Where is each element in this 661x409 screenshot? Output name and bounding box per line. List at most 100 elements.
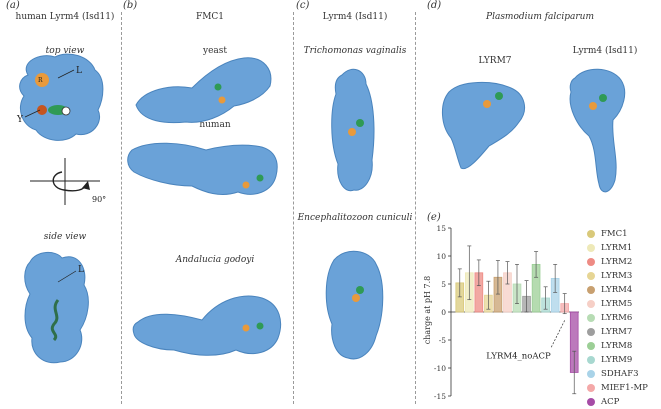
legend-item-acp: ACP xyxy=(587,395,661,409)
legend-label: FMC1 xyxy=(601,229,628,239)
charge-bar-chart: charge at pH 7.8 15 10 5 0 -5 -10 -15 LYRM4_noA… xyxy=(423,224,579,401)
residue-y xyxy=(37,105,47,115)
panel-c-enceph-label: Encephalitozoon cuniculi xyxy=(297,213,413,223)
residue-white xyxy=(61,106,71,116)
legend-swatch xyxy=(587,384,595,392)
legend-item-mief1-mp: MIEF1-MP xyxy=(587,381,661,395)
residue-orange-yeast xyxy=(218,96,226,104)
protein-surface-yeast xyxy=(135,57,272,124)
panel-a-letter: (a) xyxy=(6,0,20,11)
panel-d-lyrm4-label: Lyrm4 (Isd11) xyxy=(572,46,638,56)
residue-green-andalucia xyxy=(256,322,264,330)
legend-swatch xyxy=(587,328,595,336)
residue-r xyxy=(35,73,49,87)
residue-green-yeast xyxy=(214,83,222,91)
panel-b-title: FMC1 xyxy=(195,12,225,22)
legend-swatch xyxy=(587,230,595,238)
legend-swatch xyxy=(587,286,595,294)
panel-b-human-label: human xyxy=(199,120,231,130)
legend-swatch xyxy=(587,300,595,308)
legend-item-lyrm7: LYRM7 xyxy=(587,325,661,339)
rotation-label: 90° xyxy=(92,195,106,204)
protein-surface-top-view xyxy=(19,53,104,141)
protein-surface-lyrm7 xyxy=(442,81,526,170)
panel-d-structures xyxy=(442,68,626,193)
legend-item-lyrm6: LYRM6 xyxy=(587,311,661,325)
panel-c-structures xyxy=(325,68,384,360)
y-tick-label: 0 xyxy=(441,308,446,317)
chart-legend: FMC1 LYRM1 LYRM2 LYRM3 LYRM4 LYRM5 LYRM6 LYRM7 L… xyxy=(587,227,661,409)
legend-label: MIEF1-MP xyxy=(601,383,648,393)
panel-c-trich-label: Trichomonas vaginalis xyxy=(303,46,407,56)
protein-surface-lyrm4 xyxy=(569,68,626,193)
panel-b-andalucia-label: Andalucia godoyi xyxy=(175,255,255,265)
residue-green-human xyxy=(256,174,264,182)
legend-label: LYRM8 xyxy=(601,341,633,351)
legend-item-lyrm9: LYRM9 xyxy=(587,353,661,367)
legend-label: LYRM4 xyxy=(601,285,633,295)
legend-swatch xyxy=(587,258,595,266)
rotation-arrow-icon xyxy=(52,171,87,192)
legend-item-lyrm5: LYRM5 xyxy=(587,297,661,311)
pointer-y xyxy=(24,109,41,118)
panel-c-title: Lyrm4 (Isd11) xyxy=(322,12,388,22)
residue-orange-trich xyxy=(348,128,356,136)
panel-b-structures xyxy=(127,57,282,356)
rotation-arrowhead xyxy=(82,181,90,190)
residue-green-trich xyxy=(356,119,364,127)
legend-label: LYRM5 xyxy=(601,299,633,309)
protein-surface-enceph xyxy=(325,250,384,360)
panel-b-letter: (b) xyxy=(123,0,138,11)
legend-swatch xyxy=(587,244,595,252)
panel-c-letter: (c) xyxy=(296,0,310,11)
label-y: Y xyxy=(16,115,24,125)
legend-item-lyrm4: LYRM4 xyxy=(587,283,661,297)
y-tick-label: -10 xyxy=(434,364,446,373)
legend-label: LYRM7 xyxy=(601,327,633,337)
legend-label: LYRM1 xyxy=(601,243,633,253)
panel-a-side-view-label: side view xyxy=(43,232,87,242)
legend-item-lyrm8: LYRM8 xyxy=(587,339,661,353)
panel-e-letter: (e) xyxy=(427,212,441,223)
panel-d-letter: (d) xyxy=(427,0,442,11)
divider-bc xyxy=(293,12,294,404)
y-tick-label: -15 xyxy=(434,392,446,401)
legend-label: LYRM9 xyxy=(601,355,633,365)
y-tick-label: 5 xyxy=(441,280,446,289)
y-tick-label: 10 xyxy=(436,252,446,261)
residue-green-lyrm7 xyxy=(495,92,503,100)
legend-item-lyrm1: LYRM1 xyxy=(587,241,661,255)
residue-orange-human xyxy=(242,181,250,189)
panel-a-top-view-label: top view xyxy=(45,46,85,56)
legend-swatch xyxy=(587,272,595,280)
panel-a-structures: L Y R 90° L xyxy=(16,53,106,364)
panel-b-yeast-label: yeast xyxy=(202,46,227,56)
annotation-pointer xyxy=(550,320,566,349)
pointer-l-side xyxy=(57,270,77,283)
residue-green-enceph xyxy=(356,286,364,294)
residue-orange-lyrm7 xyxy=(483,100,491,108)
panel-d-lyrm7-label: LYRM7 xyxy=(478,56,512,66)
label-l-top: L xyxy=(76,66,82,76)
residue-orange-enceph xyxy=(352,294,360,302)
residue-orange-andalucia xyxy=(242,324,250,332)
legend-swatch xyxy=(587,356,595,364)
legend-item-sdhaf3: SDHAF3 xyxy=(587,367,661,381)
residue-green-lyrm4 xyxy=(599,94,607,102)
panel-a-title: human Lyrm4 (Isd11) xyxy=(15,12,115,22)
annotation-label: LYRM4_noACP xyxy=(486,351,551,361)
y-axis-label: charge at pH 7.8 xyxy=(423,276,432,345)
side-view-helix xyxy=(50,299,60,342)
y-tick-label: 15 xyxy=(436,224,446,233)
legend-item-lyrm2: LYRM2 xyxy=(587,255,661,269)
divider-cd xyxy=(415,12,416,404)
y-tick-label: -5 xyxy=(439,336,447,345)
legend-label: LYRM2 xyxy=(601,257,633,267)
legend-label: SDHAF3 xyxy=(601,369,639,379)
legend-label: ACP xyxy=(601,397,620,407)
pointer-l xyxy=(57,69,75,79)
label-l-side: L xyxy=(78,265,84,275)
residue-orange-lyrm4 xyxy=(589,102,597,110)
legend-swatch xyxy=(587,314,595,322)
legend-label: LYRM6 xyxy=(601,313,633,323)
